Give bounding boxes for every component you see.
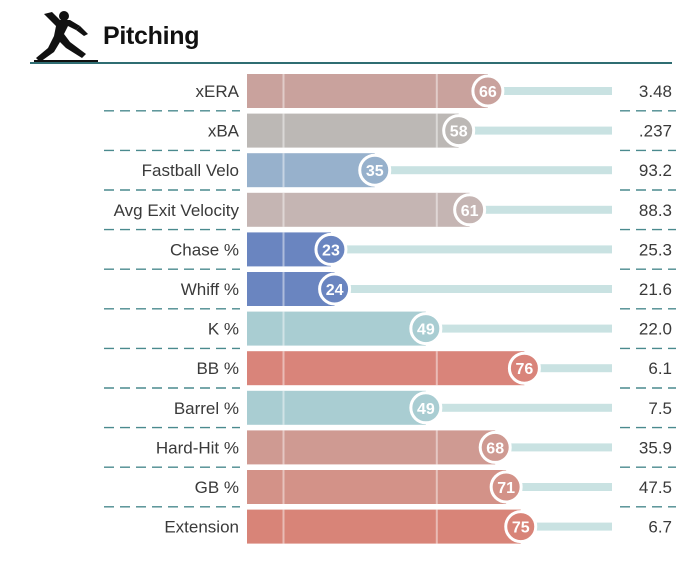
metric-label: BB % [196, 359, 239, 378]
stat-value: 6.7 [648, 518, 672, 537]
percentile-track [247, 245, 612, 254]
percentile-bar [247, 390, 426, 425]
metric-row: Avg Exit Velocity 61 88.3 [104, 192, 676, 231]
percentile-value: 68 [486, 440, 504, 457]
percentile-bar [247, 113, 459, 148]
metric-row: xERA 66 3.48 [104, 74, 676, 112]
percentile-track [247, 285, 612, 293]
metric-row: Hard-Hit % 68 35.9 [104, 430, 676, 468]
metric-label: Chase % [170, 240, 239, 259]
percentile-badge [507, 351, 541, 385]
percentile-bar [247, 351, 525, 386]
percentile-value: 71 [497, 480, 515, 497]
metric-label: Whiff % [181, 280, 239, 299]
percentile-bar [247, 430, 496, 465]
stat-value: .237 [639, 122, 672, 141]
stat-value: 93.2 [639, 161, 672, 180]
percentile-value: 49 [417, 322, 435, 339]
percentile-bar [247, 311, 426, 346]
stat-value: 7.5 [648, 399, 672, 418]
metric-row: xBA 58 .237 [104, 113, 676, 152]
percentile-badge [314, 232, 348, 266]
metric-label: Avg Exit Velocity [114, 201, 240, 220]
percentile-value: 49 [417, 401, 435, 418]
stat-value: 88.3 [639, 201, 672, 220]
page-title: Pitching [103, 22, 200, 50]
metric-label: Hard-Hit % [156, 438, 239, 457]
percentile-badge [409, 391, 443, 425]
percentile-badge [318, 272, 352, 306]
metric-row: K % 49 22.0 [104, 311, 676, 350]
pitcher-icon [34, 11, 98, 63]
percentile-value: 76 [516, 361, 534, 378]
stat-value: 35.9 [639, 438, 672, 457]
percentile-value: 66 [479, 84, 497, 101]
stat-value: 6.1 [648, 359, 672, 378]
stat-value: 3.48 [639, 82, 672, 101]
percentile-bar [247, 153, 375, 188]
percentile-badge [409, 312, 443, 346]
percentile-bar [247, 192, 470, 227]
percentile-value: 23 [322, 242, 340, 259]
percentile-badge [504, 510, 538, 544]
metric-row: Whiff % 24 21.6 [104, 272, 676, 310]
percentile-bar [247, 74, 488, 108]
metric-row: GB % 71 47.5 [104, 470, 676, 508]
metric-label: Barrel % [174, 399, 239, 418]
percentile-badge [471, 74, 505, 108]
header: Pitching [0, 0, 700, 70]
metric-label: K % [208, 320, 239, 339]
header-divider [30, 62, 672, 64]
stat-value: 25.3 [639, 240, 672, 259]
stat-value: 21.6 [639, 280, 672, 299]
percentile-badge [453, 193, 487, 227]
metric-label: GB % [195, 478, 239, 497]
metric-row: Chase % 23 25.3 [104, 232, 676, 270]
stat-value: 47.5 [639, 478, 672, 497]
metric-label: xBA [208, 122, 240, 141]
metric-row: Barrel % 49 7.5 [104, 390, 676, 429]
percentile-badge [478, 430, 512, 464]
percentile-track [247, 166, 612, 175]
metric-row: Fastball Velo 35 93.2 [104, 153, 676, 191]
percentile-bar [247, 470, 507, 504]
percentile-badge [442, 114, 476, 148]
percentile-value: 75 [512, 520, 530, 537]
metric-row: Extension 75 6.7 [164, 509, 672, 544]
percentile-badge [489, 470, 523, 504]
percentile-value: 58 [450, 124, 468, 141]
percentile-value: 24 [326, 282, 344, 299]
metric-label: Extension [164, 518, 239, 537]
percentile-badge [358, 153, 392, 187]
metric-row: BB % 76 6.1 [104, 351, 676, 389]
metric-label: xERA [196, 82, 240, 101]
percentile-bar [247, 509, 521, 544]
percentile-value: 61 [461, 203, 479, 220]
metric-label: Fastball Velo [142, 161, 239, 180]
stat-value: 22.0 [639, 320, 672, 339]
percentile-value: 35 [366, 163, 384, 180]
